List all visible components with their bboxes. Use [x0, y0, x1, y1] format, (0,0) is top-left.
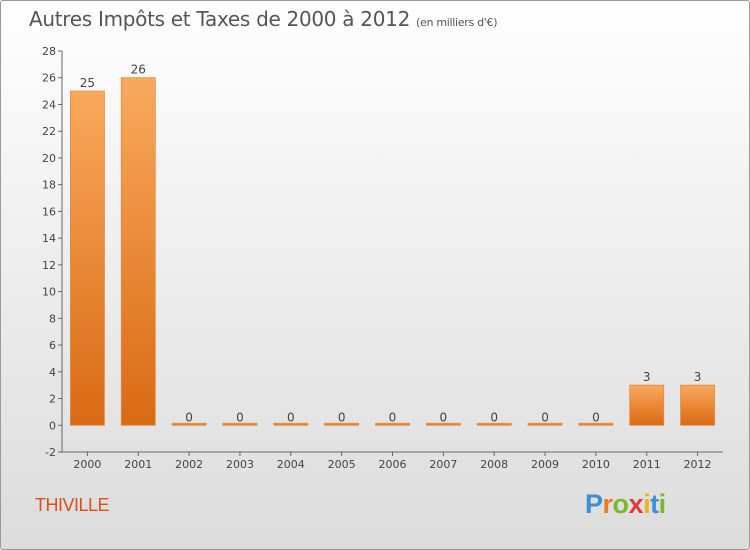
x-tick-label: 2006: [379, 458, 407, 471]
data-label: 0: [338, 410, 346, 424]
x-tick-label: 2000: [73, 458, 101, 471]
bar: [375, 422, 410, 426]
logo-letter: r: [602, 489, 614, 519]
x-tick-label: 2007: [429, 458, 457, 471]
chart-bars: [70, 77, 715, 426]
proxiti-logo: Proxiti: [585, 489, 666, 520]
data-label: 25: [80, 76, 95, 90]
y-tick-label: 10: [42, 286, 56, 299]
y-tick-label: 26: [42, 72, 56, 85]
bar: [425, 422, 461, 426]
logo-letter: o: [612, 489, 630, 519]
x-tick-label: 2005: [328, 458, 356, 471]
x-tick-label: 2003: [226, 458, 254, 471]
y-tick-label: 8: [49, 312, 56, 325]
bar: [629, 384, 665, 426]
chart-axes: [58, 50, 723, 456]
data-label: 3: [643, 370, 651, 384]
y-tick-label: 2: [49, 393, 56, 406]
data-label: 3: [694, 370, 702, 384]
bar: [578, 422, 614, 426]
x-tick-label: 2002: [175, 458, 203, 471]
y-tick-label: 20: [42, 152, 56, 165]
bar: [222, 422, 258, 426]
bar: [171, 422, 207, 426]
data-label: 0: [541, 410, 549, 424]
y-tick-label: 12: [42, 259, 56, 272]
y-tick-label: 6: [49, 339, 56, 352]
bar: [273, 422, 309, 426]
x-tick-label: 2012: [684, 458, 712, 471]
y-tick-label: 0: [49, 419, 56, 432]
logo-letter: i: [658, 489, 667, 519]
x-tick-label: 2010: [582, 458, 610, 471]
x-tick-label: 2004: [277, 458, 305, 471]
bar: [476, 422, 512, 426]
y-tick-label: -2: [45, 446, 56, 459]
bar: [527, 422, 563, 426]
commune-name: THIVILLE: [35, 495, 110, 515]
y-tick-label: 28: [42, 45, 56, 58]
bar: [70, 90, 105, 426]
data-label: 0: [592, 410, 600, 424]
y-tick-label: 16: [42, 205, 56, 218]
x-tick-label: 2011: [633, 458, 661, 471]
bar: [324, 422, 360, 426]
y-tick-label: 18: [42, 179, 56, 192]
logo-letter: P: [585, 489, 603, 519]
y-tick-label: 14: [42, 232, 56, 245]
y-tick-label: 22: [42, 125, 56, 138]
x-tick-label: 2001: [124, 458, 152, 471]
logo-letter: i: [643, 489, 651, 519]
data-label: 0: [287, 410, 295, 424]
chart-labels: -202468101214161820222426282520002620010…: [42, 45, 712, 471]
bar: [680, 384, 715, 426]
chart-title-text: Autres Impôts et Taxes de 2000 à 2012: [29, 7, 410, 31]
logo-letter: x: [628, 489, 644, 519]
data-label: 0: [236, 410, 244, 424]
y-tick-label: 4: [49, 366, 56, 379]
data-label: 0: [490, 410, 498, 424]
x-tick-label: 2009: [531, 458, 559, 471]
data-label: 0: [440, 410, 448, 424]
chart-title: Autres Impôts et Taxes de 2000 à 2012 (en…: [29, 7, 497, 31]
data-label: 26: [131, 63, 146, 77]
x-tick-label: 2008: [480, 458, 508, 471]
logo-letter: t: [650, 489, 659, 519]
y-tick-label: 24: [42, 98, 56, 111]
bar: [120, 77, 156, 426]
data-label: 0: [185, 410, 193, 424]
data-label: 0: [389, 410, 397, 424]
chart-subtitle: (en milliers d'€): [416, 16, 498, 29]
